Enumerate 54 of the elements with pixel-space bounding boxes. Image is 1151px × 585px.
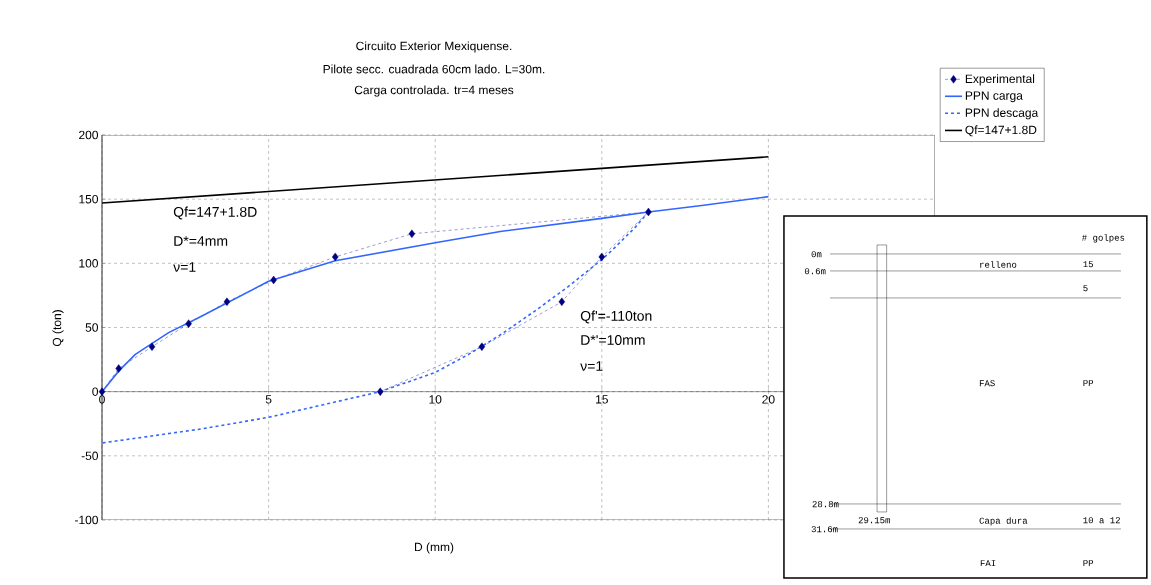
point xyxy=(148,342,156,351)
point xyxy=(332,252,339,262)
x-tick-label: 20 xyxy=(762,395,775,404)
point xyxy=(598,252,606,262)
legend-label: PPN carga xyxy=(965,91,1023,103)
y-tick-label: 100 xyxy=(79,259,99,268)
annotation: D*=4mm xyxy=(174,236,228,246)
annotation: 29.15m xyxy=(858,517,890,524)
text: relleno xyxy=(980,261,1017,268)
text: 15 xyxy=(1083,261,1093,268)
y-tick-label: 50 xyxy=(85,323,99,332)
point xyxy=(558,297,566,307)
text: # golpes xyxy=(1081,234,1125,243)
text: Carga controlada. tr=4 meses xyxy=(354,85,514,97)
annotation: 0.6m xyxy=(804,268,826,275)
y-tick-label: -50 xyxy=(81,451,99,461)
point xyxy=(377,387,384,396)
text: 5 xyxy=(1083,285,1088,292)
chart-subtitle: Pilote secc. cuadrada 60cm lado. L=30m. xyxy=(323,64,545,74)
text: FAS xyxy=(979,380,995,387)
point xyxy=(185,319,192,328)
point xyxy=(115,364,122,373)
text: Capa dura xyxy=(979,517,1028,526)
point xyxy=(645,207,652,217)
point xyxy=(223,297,231,307)
y-axis-title: Q (ton) xyxy=(52,310,64,347)
x-tick-label: 15 xyxy=(596,395,608,404)
text: 10 a 12 xyxy=(1083,517,1120,524)
annotation: ν=1 xyxy=(173,262,196,272)
annotation: ν=1 xyxy=(580,361,603,371)
legend-label: Qf=147+1.8D xyxy=(965,125,1037,137)
x-tick-label: 0 xyxy=(99,395,105,404)
y-tick-label: 200 xyxy=(79,130,99,140)
x-tick-label: 5 xyxy=(265,395,272,404)
point xyxy=(270,275,277,285)
chart-title: Circuito Exterior Mexiquense. xyxy=(356,41,512,53)
y-tick-label: 150 xyxy=(79,194,99,204)
legend-label: PPN descaga xyxy=(965,108,1039,120)
annotation: Qf=147+1.8D xyxy=(173,206,257,220)
x-axis-title: D (mm) xyxy=(415,542,454,554)
point xyxy=(478,342,486,351)
text: 31.6m xyxy=(811,526,838,533)
y-tick-label: -100 xyxy=(74,515,99,525)
annotation: Qf'=-110ton xyxy=(580,310,652,324)
annotation: D*'=10mm xyxy=(581,335,645,345)
legend-label: Experimental xyxy=(965,74,1035,86)
text: PP xyxy=(1083,380,1094,387)
point xyxy=(408,229,416,239)
annotation: 28.8m xyxy=(812,501,839,508)
x-tick-label: 10 xyxy=(429,395,442,404)
annotation: 0m xyxy=(811,251,822,258)
y-tick-label: 0 xyxy=(92,387,99,396)
text: PP xyxy=(1083,560,1094,567)
text: FAI xyxy=(980,560,996,567)
